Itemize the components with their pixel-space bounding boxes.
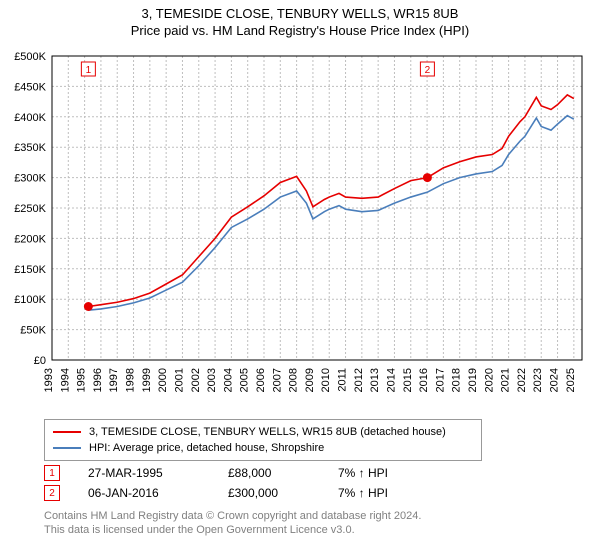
sale-row-2: 2 06-JAN-2016 £300,000 7% ↑ HPI (44, 483, 554, 503)
sale-date-1: 27-MAR-1995 (88, 466, 228, 480)
svg-text:2: 2 (425, 65, 431, 76)
svg-text:2022: 2022 (516, 368, 528, 392)
svg-text:£350K: £350K (14, 142, 46, 154)
footer-line1: Contains HM Land Registry data © Crown c… (44, 509, 600, 523)
svg-text:2007: 2007 (271, 368, 283, 392)
svg-text:1997: 1997 (108, 368, 120, 392)
sale-price-1: £88,000 (228, 466, 338, 480)
svg-text:2003: 2003 (206, 368, 218, 392)
svg-text:2024: 2024 (549, 368, 561, 392)
footer-line2: This data is licensed under the Open Gov… (44, 523, 600, 537)
svg-text:1993: 1993 (43, 368, 55, 392)
title-address: 3, TEMESIDE CLOSE, TENBURY WELLS, WR15 8… (0, 6, 600, 21)
title-block: 3, TEMESIDE CLOSE, TENBURY WELLS, WR15 8… (0, 0, 600, 40)
svg-text:2010: 2010 (320, 368, 332, 392)
svg-text:1995: 1995 (76, 368, 88, 392)
sale-pct-2: 7% ↑ HPI (338, 486, 448, 500)
svg-text:2004: 2004 (222, 368, 234, 392)
svg-text:2000: 2000 (157, 368, 169, 392)
svg-text:2006: 2006 (255, 368, 267, 392)
footer-note: Contains HM Land Registry data © Crown c… (44, 509, 600, 538)
svg-text:£450K: £450K (14, 81, 46, 93)
svg-text:2021: 2021 (500, 368, 512, 392)
sale-badge-1: 1 (44, 465, 60, 481)
sale-row-1: 1 27-MAR-1995 £88,000 7% ↑ HPI (44, 463, 554, 483)
svg-text:2018: 2018 (451, 368, 463, 392)
svg-text:2013: 2013 (369, 368, 381, 392)
svg-text:£400K: £400K (14, 112, 46, 124)
legend-row-property: 3, TEMESIDE CLOSE, TENBURY WELLS, WR15 8… (53, 424, 473, 440)
legend-swatch-hpi (53, 447, 81, 449)
legend-swatch-property (53, 431, 81, 433)
svg-text:1994: 1994 (59, 368, 71, 392)
svg-text:1996: 1996 (92, 368, 104, 392)
svg-text:£50K: £50K (20, 325, 46, 337)
svg-text:£250K: £250K (14, 203, 46, 215)
svg-text:£200K: £200K (14, 233, 46, 245)
svg-text:£100K: £100K (14, 294, 46, 306)
svg-text:£500K: £500K (14, 51, 46, 63)
svg-text:2015: 2015 (402, 368, 414, 392)
svg-text:2009: 2009 (304, 368, 316, 392)
svg-text:2023: 2023 (532, 368, 544, 392)
chart-container: 3, TEMESIDE CLOSE, TENBURY WELLS, WR15 8… (0, 0, 600, 538)
svg-text:2011: 2011 (337, 368, 349, 392)
legend-box: 3, TEMESIDE CLOSE, TENBURY WELLS, WR15 8… (44, 419, 482, 461)
svg-text:2025: 2025 (565, 368, 577, 392)
legend-row-hpi: HPI: Average price, detached house, Shro… (53, 440, 473, 456)
svg-text:£150K: £150K (14, 264, 46, 276)
svg-text:2020: 2020 (483, 368, 495, 392)
svg-text:2008: 2008 (288, 368, 300, 392)
chart-area: £0 £50K £100K £150K £200K £250K £300K £350K £400… (0, 40, 600, 415)
svg-text:2014: 2014 (385, 368, 397, 392)
svg-text:£300K: £300K (14, 173, 46, 185)
sales-table: 1 27-MAR-1995 £88,000 7% ↑ HPI 2 06-JAN-… (44, 463, 554, 503)
svg-text:2019: 2019 (467, 368, 479, 392)
svg-text:£0: £0 (34, 355, 46, 367)
svg-text:2005: 2005 (239, 368, 251, 392)
sale-badge-2: 2 (44, 485, 60, 501)
svg-text:2017: 2017 (434, 368, 446, 392)
svg-text:2012: 2012 (353, 368, 365, 392)
sale-pct-1: 7% ↑ HPI (338, 466, 448, 480)
svg-text:1999: 1999 (141, 368, 153, 392)
sale-date-2: 06-JAN-2016 (88, 486, 228, 500)
title-subtitle: Price paid vs. HM Land Registry's House … (0, 23, 600, 38)
svg-text:2001: 2001 (173, 368, 185, 392)
svg-text:1: 1 (86, 65, 92, 76)
legend-label-property: 3, TEMESIDE CLOSE, TENBURY WELLS, WR15 8… (89, 426, 446, 438)
svg-text:2002: 2002 (190, 368, 202, 392)
svg-text:1998: 1998 (125, 368, 137, 392)
svg-text:2016: 2016 (418, 368, 430, 392)
legend-label-hpi: HPI: Average price, detached house, Shro… (89, 442, 324, 454)
sale-price-2: £300,000 (228, 486, 338, 500)
chart-svg: £0 £50K £100K £150K £200K £250K £300K £350K £400… (0, 40, 600, 410)
